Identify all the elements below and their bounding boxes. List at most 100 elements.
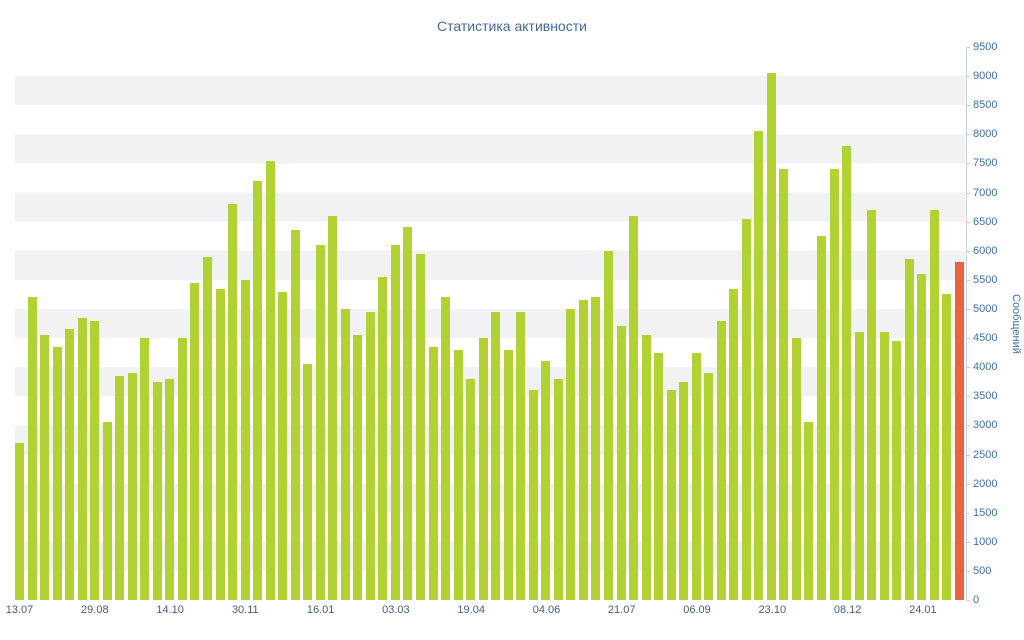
y-tick-mark	[966, 600, 970, 601]
y-tick-label: 9000	[973, 70, 998, 83]
bar	[691, 352, 701, 600]
bar	[904, 259, 914, 600]
bar	[52, 346, 62, 600]
y-tick-label: 8500	[973, 99, 998, 112]
bar	[766, 73, 776, 600]
y-tick-label: 3000	[973, 419, 998, 432]
bar	[190, 282, 200, 600]
x-tick-label: 03.03	[382, 604, 410, 616]
y-tick-mark	[966, 308, 970, 310]
bar	[315, 244, 325, 600]
y-tick-mark	[966, 425, 970, 427]
bar	[27, 297, 37, 600]
bar	[779, 169, 789, 600]
bar	[90, 320, 100, 600]
bar	[416, 253, 425, 600]
x-tick-label: 14.10	[156, 604, 184, 616]
bar	[441, 297, 451, 600]
y-tick-label: 3500	[973, 390, 998, 403]
bar	[40, 335, 50, 600]
bar	[917, 274, 927, 600]
bar	[942, 294, 952, 600]
bar	[666, 390, 676, 600]
x-tick-label: 04.06	[532, 604, 561, 616]
y-tick-mark	[966, 163, 970, 165]
y-tick-mark	[966, 134, 970, 136]
bar	[842, 145, 852, 600]
y-tick-label: 6500	[973, 215, 998, 228]
bar	[303, 364, 313, 600]
y-tick-label: 8000	[973, 128, 998, 141]
bar	[340, 308, 350, 600]
bar	[127, 372, 137, 600]
bar	[541, 361, 551, 600]
y-tick-mark	[966, 105, 970, 107]
y-tick-mark	[966, 570, 970, 572]
bar	[603, 250, 613, 600]
bar	[528, 390, 538, 600]
bar	[378, 276, 388, 600]
x-tick-label: 06.09	[683, 604, 711, 616]
y-tick-mark	[966, 192, 970, 194]
y-tick-label: 0	[973, 594, 980, 606]
x-tick-label: 13.07	[5, 604, 34, 616]
y-tick-label: 1000	[973, 535, 998, 548]
bar	[102, 422, 112, 600]
bar	[65, 329, 75, 600]
y-tick-mark	[966, 541, 970, 543]
bar	[353, 335, 363, 600]
bar	[892, 340, 902, 600]
bar	[829, 169, 839, 600]
y-tick-label: 9500	[973, 41, 998, 53]
y-tick-mark	[966, 454, 970, 456]
x-tick-label: 30.11	[231, 604, 259, 616]
y-tick-label: 500	[973, 564, 992, 577]
bar	[716, 320, 726, 600]
bar	[202, 256, 212, 600]
bar	[804, 422, 814, 600]
bar	[365, 311, 375, 600]
x-tick-label: 19.04	[457, 604, 485, 616]
bar	[77, 317, 87, 600]
y-tick-label: 5000	[973, 302, 998, 315]
bar	[278, 291, 288, 600]
bar	[854, 332, 864, 600]
x-tick-label: 08.12	[833, 604, 862, 616]
bar	[791, 338, 801, 600]
bar	[616, 326, 626, 600]
y-tick-mark	[966, 367, 970, 369]
bar	[929, 210, 939, 600]
bar	[428, 346, 438, 600]
bar	[265, 160, 275, 600]
bar	[328, 215, 338, 600]
x-tick-label: 16.01	[306, 604, 335, 616]
y-tick-label: 2000	[973, 477, 998, 490]
chart-title: Статистика активности	[437, 18, 587, 34]
bar	[228, 204, 238, 600]
bar	[704, 372, 714, 600]
bar	[516, 311, 526, 600]
bar-highlight	[954, 262, 964, 600]
bar	[140, 338, 150, 600]
y-tick-mark	[966, 483, 970, 485]
bar	[152, 381, 162, 600]
y-tick-mark	[966, 279, 970, 281]
y-tick-label: 2500	[973, 448, 998, 461]
y-axis-line	[966, 47, 967, 600]
y-tick-label: 4500	[973, 332, 998, 345]
bar	[503, 349, 513, 600]
y-tick-label: 6000	[973, 244, 998, 257]
bar	[641, 335, 651, 600]
bar	[817, 236, 826, 600]
y-tick-mark	[966, 250, 970, 252]
bar	[578, 300, 588, 600]
x-tick-label: 29.08	[81, 604, 109, 616]
bar	[566, 308, 576, 600]
y-tick-mark	[966, 512, 970, 514]
y-tick-label: 7000	[973, 186, 998, 199]
bar	[553, 378, 563, 600]
bar	[478, 338, 488, 600]
bar	[491, 311, 501, 600]
bar	[15, 442, 24, 600]
